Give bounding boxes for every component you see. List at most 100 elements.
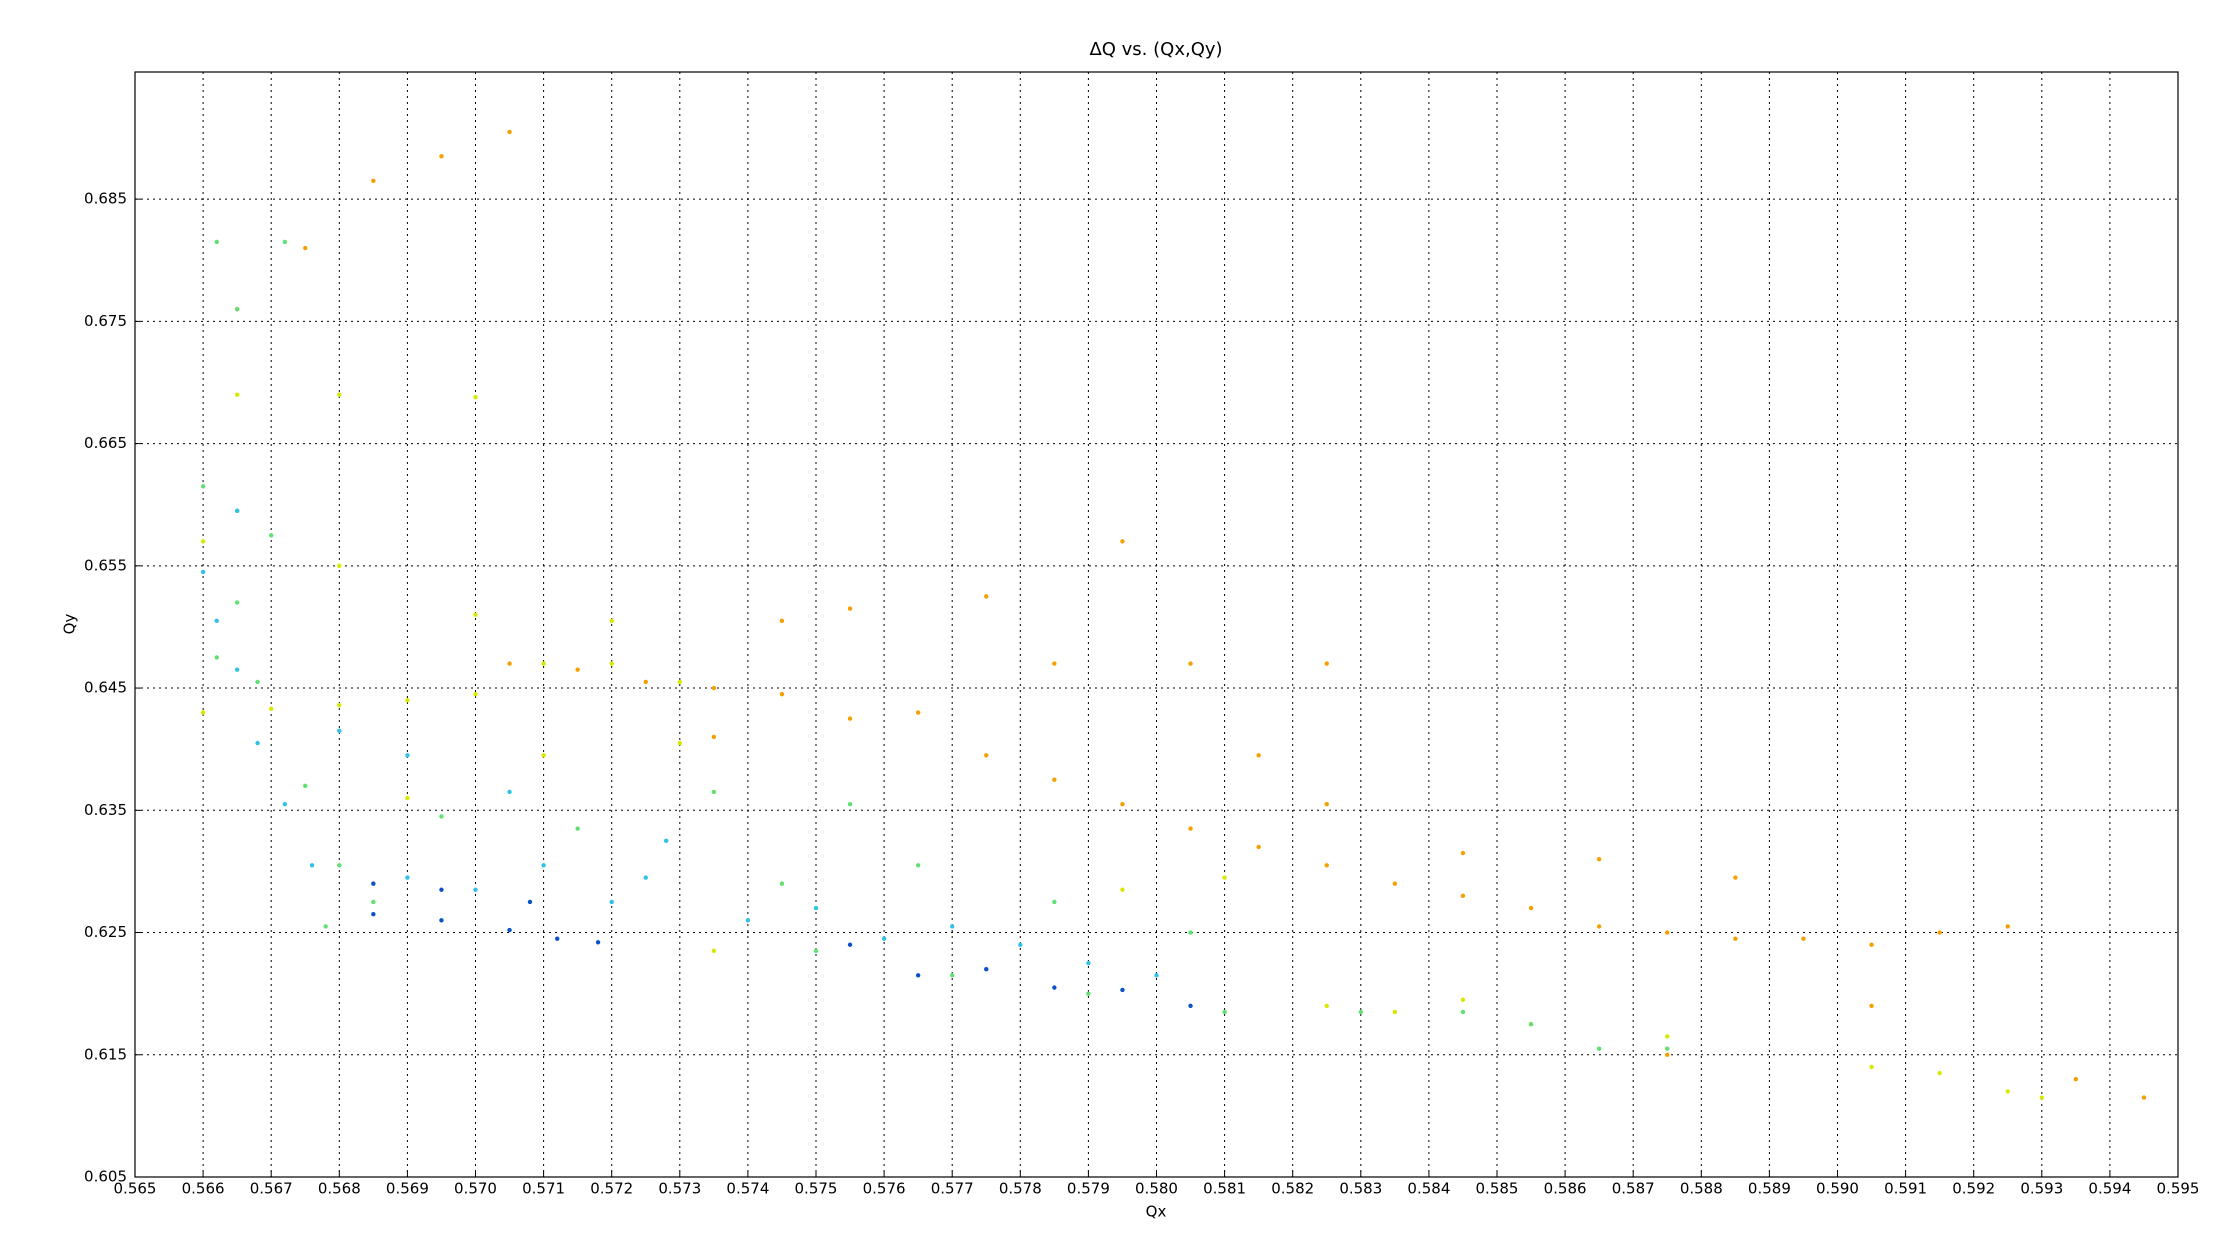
scatter-point — [1086, 991, 1091, 996]
scatter-point — [1733, 875, 1738, 880]
x-tick-label: 0.594 — [2088, 1180, 2131, 1198]
scatter-point — [507, 661, 512, 666]
scatter-point — [1665, 930, 1670, 935]
x-tick-label: 0.569 — [386, 1180, 429, 1198]
x-tick-label: 0.567 — [250, 1180, 293, 1198]
scatter-point — [1937, 930, 1942, 935]
scatter-point — [214, 618, 219, 624]
y-tick-label: 0.615 — [84, 1045, 127, 1063]
scatter-point — [711, 685, 717, 691]
scatter-point — [1937, 1070, 1942, 1076]
scatter-point — [575, 667, 580, 672]
scatter-point — [915, 863, 921, 868]
scatter-point — [813, 905, 819, 911]
scatter-point — [915, 710, 921, 715]
scatter-point — [950, 973, 955, 978]
scatter-point — [473, 394, 478, 400]
scatter-point — [1120, 801, 1125, 807]
scatter-point — [541, 863, 546, 868]
scatter-point — [2039, 1095, 2045, 1100]
scatter-point — [595, 940, 601, 945]
scatter-point — [779, 881, 785, 886]
scatter-point — [1052, 661, 1057, 666]
scatter-point — [984, 753, 989, 758]
scatter-point — [439, 154, 444, 159]
plot-frame — [134, 71, 2179, 1178]
x-tick-label: 0.592 — [1952, 1180, 1995, 1198]
scatter-point — [255, 740, 260, 746]
scatter-point — [1665, 1034, 1670, 1039]
scatter-point — [643, 679, 648, 685]
x-tick-label: 0.588 — [1680, 1180, 1723, 1198]
scatter-point — [309, 863, 315, 868]
scatter-point — [405, 698, 410, 703]
scatter-point — [1052, 985, 1057, 990]
x-tick-label: 0.568 — [318, 1180, 361, 1198]
x-tick-label: 0.565 — [114, 1180, 157, 1198]
scatter-point — [1665, 1046, 1670, 1051]
x-tick-label: 0.575 — [795, 1180, 838, 1198]
scatter-point — [711, 789, 717, 795]
scatter-point — [1596, 924, 1602, 929]
scatter-point — [371, 911, 376, 917]
scatter-point — [323, 924, 328, 929]
scatter-point — [1256, 844, 1261, 850]
scatter-point — [269, 533, 274, 538]
scatter-point — [255, 679, 260, 685]
scatter-point — [541, 661, 546, 666]
scatter-point — [555, 936, 560, 941]
scatter-point — [711, 948, 717, 954]
x-tick-label: 0.585 — [1476, 1180, 1519, 1198]
scatter-point — [1120, 887, 1125, 892]
scatter-point — [337, 392, 342, 397]
x-tick-label: 0.581 — [1203, 1180, 1246, 1198]
scatter-point — [1869, 1003, 1874, 1009]
y-tick-label: 0.655 — [84, 556, 127, 574]
x-tick-label: 0.573 — [658, 1180, 701, 1198]
scatter-point — [1188, 930, 1193, 935]
y-tick-label: 0.605 — [84, 1168, 127, 1186]
scatter-point — [1120, 539, 1125, 544]
scatter-point — [2141, 1095, 2147, 1100]
y-tick-label: 0.675 — [84, 312, 127, 330]
scatter-point — [527, 899, 533, 905]
scatter-point — [405, 795, 410, 801]
scatter-point — [2073, 1077, 2079, 1082]
scatter-point — [2005, 1089, 2010, 1094]
scatter-point — [1733, 936, 1738, 941]
scatter-point — [1018, 942, 1023, 947]
scatter-point — [473, 691, 478, 697]
scatter-point — [405, 875, 410, 880]
scatter-point — [1324, 661, 1329, 666]
scatter-point — [1188, 661, 1193, 666]
x-tick-label: 0.574 — [726, 1180, 769, 1198]
scatter-point — [745, 918, 751, 923]
scatter-point — [711, 734, 717, 740]
scatter-point — [214, 655, 219, 660]
scatter-point — [200, 710, 206, 715]
y-axis-label: Qy — [61, 614, 79, 635]
scatter-point — [1665, 1052, 1670, 1057]
scatter-point — [439, 887, 444, 892]
scatter-point — [473, 612, 478, 617]
scatter-point — [847, 606, 853, 611]
scatter-point — [337, 702, 342, 708]
scatter-point — [405, 753, 410, 758]
scatter-point — [779, 618, 785, 624]
scatter-point — [234, 600, 240, 605]
x-tick-label: 0.571 — [522, 1180, 565, 1198]
scatter-point — [881, 936, 887, 941]
scatter-point — [1460, 997, 1466, 1002]
scatter-point — [847, 942, 853, 947]
scatter-point — [677, 740, 682, 746]
scatter-point — [303, 783, 308, 789]
scatter-point — [200, 569, 206, 575]
scatter-point — [663, 838, 669, 844]
scatter-point — [2005, 924, 2010, 929]
scatter-point — [1052, 899, 1057, 905]
scatter-point — [200, 484, 206, 489]
scatter-point — [609, 661, 614, 666]
scatter-point — [214, 239, 219, 245]
scatter-point — [337, 863, 342, 868]
scatter-point — [1869, 942, 1874, 947]
